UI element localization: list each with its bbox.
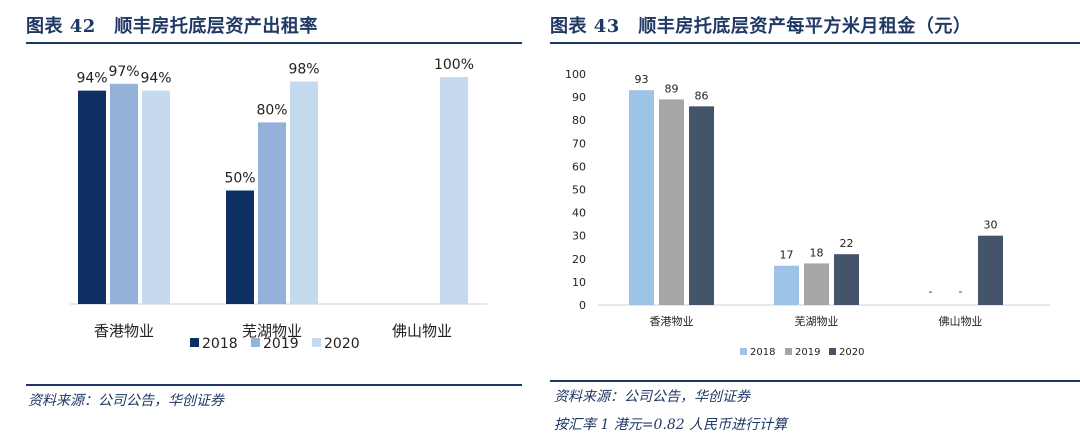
- data-label: 30: [984, 219, 998, 232]
- data-label: 100%: [434, 57, 474, 73]
- data-label: 17: [780, 249, 794, 262]
- left-source-text: 资料来源：公司公告，华创证券: [28, 393, 224, 409]
- data-label: 93: [635, 73, 649, 86]
- legend-label: 2018: [202, 336, 238, 352]
- bar: [659, 99, 684, 305]
- right-figure-title: 图表 43 顺丰房托底层资产每平方米月租金（元）: [550, 16, 972, 37]
- legend-swatch: [785, 348, 792, 355]
- data-label: -: [929, 285, 933, 298]
- bar: [978, 235, 1003, 305]
- right-source-rule: [550, 380, 1080, 382]
- legend-label: 2018: [750, 347, 775, 358]
- left-figure-title: 图表 42 顺丰房托底层资产出租率: [26, 16, 318, 37]
- data-label: 22: [840, 237, 854, 250]
- bar: [142, 90, 170, 305]
- y-tick-label: 40: [572, 207, 586, 220]
- bar: [689, 106, 714, 305]
- bar: [629, 90, 654, 305]
- bar: [226, 190, 254, 304]
- data-label: 94%: [76, 71, 107, 87]
- bar: [258, 122, 286, 305]
- y-tick-label: 30: [572, 230, 586, 243]
- data-label: 97%: [108, 64, 139, 80]
- legend-swatch: [312, 338, 321, 347]
- y-tick-label: 90: [572, 91, 586, 104]
- x-tick-label: 香港物业: [94, 322, 154, 340]
- left-occupancy-chart: 94% 97% 94% 香港物业 50% 80% 98% 芜湖物业 100% 佛山物业 2018 20…: [70, 57, 487, 352]
- bar: [440, 77, 468, 304]
- y-tick-label: 80: [572, 114, 586, 127]
- data-label: -: [959, 285, 963, 298]
- data-label: 98%: [288, 62, 319, 78]
- y-tick-label: 100: [565, 68, 586, 81]
- bar: [804, 263, 829, 305]
- y-tick-label: 70: [572, 137, 586, 150]
- bar: [290, 81, 318, 304]
- x-tick-label: 香港物业: [650, 314, 694, 328]
- y-tick-label: 0: [579, 299, 586, 312]
- left-figure-panel: 图表 42 顺丰房托底层资产出租率 94% 97% 94% 香港物业 50% 80% 98%…: [0, 0, 530, 446]
- legend-label: 2019: [263, 336, 299, 352]
- data-label: 80%: [256, 102, 287, 118]
- legend-label: 2020: [324, 336, 360, 352]
- data-label: 94%: [140, 71, 171, 87]
- right-title-rule: [550, 42, 1080, 44]
- y-tick-label: 10: [572, 276, 586, 289]
- legend-swatch: [740, 348, 747, 355]
- x-tick-label: 佛山物业: [392, 322, 452, 340]
- legend-swatch: [190, 338, 199, 347]
- y-tick-label: 50: [572, 184, 586, 197]
- data-label: 50%: [224, 171, 255, 187]
- legend-label: 2019: [795, 347, 820, 358]
- y-tick-label: 60: [572, 160, 586, 173]
- data-label: 89: [665, 82, 679, 95]
- bar: [78, 90, 106, 305]
- bar: [834, 254, 859, 305]
- legend-swatch: [251, 338, 260, 347]
- legend-label: 2020: [839, 347, 864, 358]
- bar: [774, 265, 799, 305]
- legend-swatch: [829, 348, 836, 355]
- x-tick-label: 佛山物业: [939, 314, 983, 328]
- x-tick-label: 芜湖物业: [795, 314, 839, 328]
- data-label: 86: [695, 89, 709, 102]
- left-title-rule: [26, 42, 522, 44]
- data-label: 18: [810, 246, 824, 259]
- x-tick-label: 芜湖物业: [242, 322, 302, 340]
- right-source-text: 资料来源：公司公告，华创证券: [554, 389, 750, 405]
- y-tick-label: 20: [572, 253, 586, 266]
- left-source-rule: [26, 384, 522, 386]
- right-note-text: 按汇率 1 港元=0.82 人民币进行计算: [554, 417, 788, 433]
- bar: [110, 83, 138, 304]
- right-figure-panel: 图表 43 顺丰房托底层资产每平方米月租金（元） 0 10 20 30 40 50 60 70…: [550, 0, 1080, 446]
- right-rent-chart: 0 10 20 30 40 50 60 70 80 90 100 93 89 86 香港物业 17 18 22 芜湖…: [565, 68, 1050, 358]
